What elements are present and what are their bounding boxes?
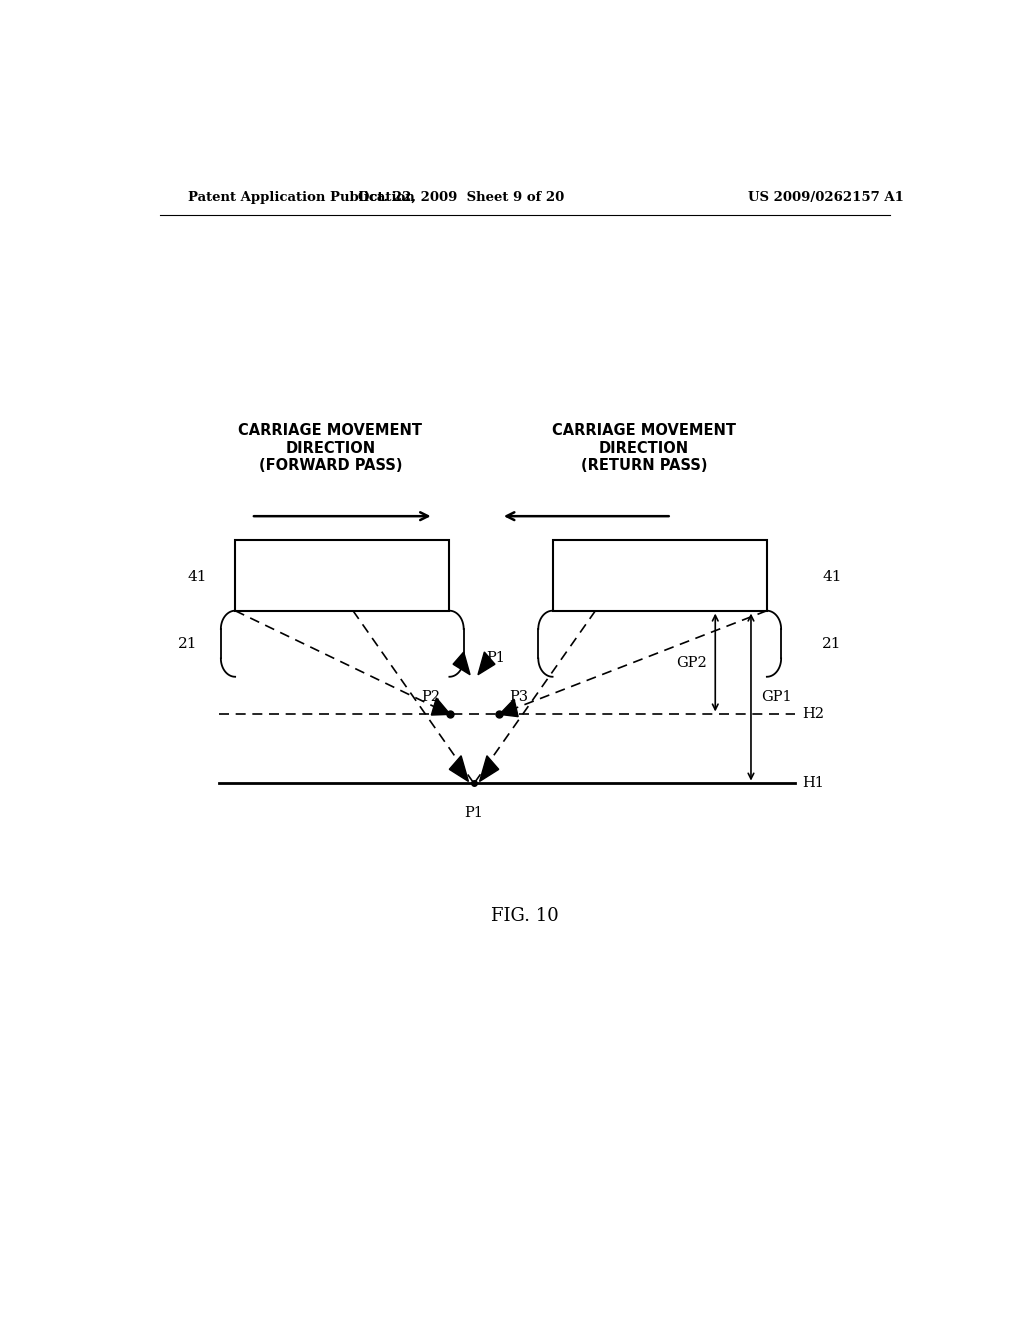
Polygon shape: [500, 700, 518, 717]
Text: H2: H2: [803, 708, 824, 721]
Polygon shape: [478, 652, 495, 675]
Text: FIG. 10: FIG. 10: [490, 907, 559, 924]
Bar: [236, 540, 450, 611]
Bar: [553, 540, 767, 611]
Text: H1: H1: [803, 776, 824, 791]
Text: GP1: GP1: [761, 690, 792, 704]
Text: GP2: GP2: [677, 656, 708, 669]
Polygon shape: [479, 756, 499, 781]
Text: 21: 21: [822, 638, 842, 651]
Text: CARRIAGE MOVEMENT
DIRECTION
(FORWARD PASS): CARRIAGE MOVEMENT DIRECTION (FORWARD PAS…: [239, 424, 422, 473]
Text: P2: P2: [422, 690, 440, 704]
Text: 41: 41: [822, 570, 842, 585]
Text: Oct. 22, 2009  Sheet 9 of 20: Oct. 22, 2009 Sheet 9 of 20: [358, 190, 564, 203]
Text: P1: P1: [486, 651, 506, 664]
Text: P3: P3: [509, 690, 528, 704]
Polygon shape: [450, 756, 468, 781]
Text: 21: 21: [178, 638, 198, 651]
Text: 41: 41: [187, 570, 207, 585]
Text: Patent Application Publication: Patent Application Publication: [187, 190, 415, 203]
Text: P1: P1: [465, 805, 483, 820]
Text: CARRIAGE MOVEMENT
DIRECTION
(RETURN PASS): CARRIAGE MOVEMENT DIRECTION (RETURN PASS…: [552, 424, 736, 473]
Polygon shape: [431, 698, 451, 715]
Polygon shape: [453, 652, 470, 675]
Text: US 2009/0262157 A1: US 2009/0262157 A1: [749, 190, 904, 203]
